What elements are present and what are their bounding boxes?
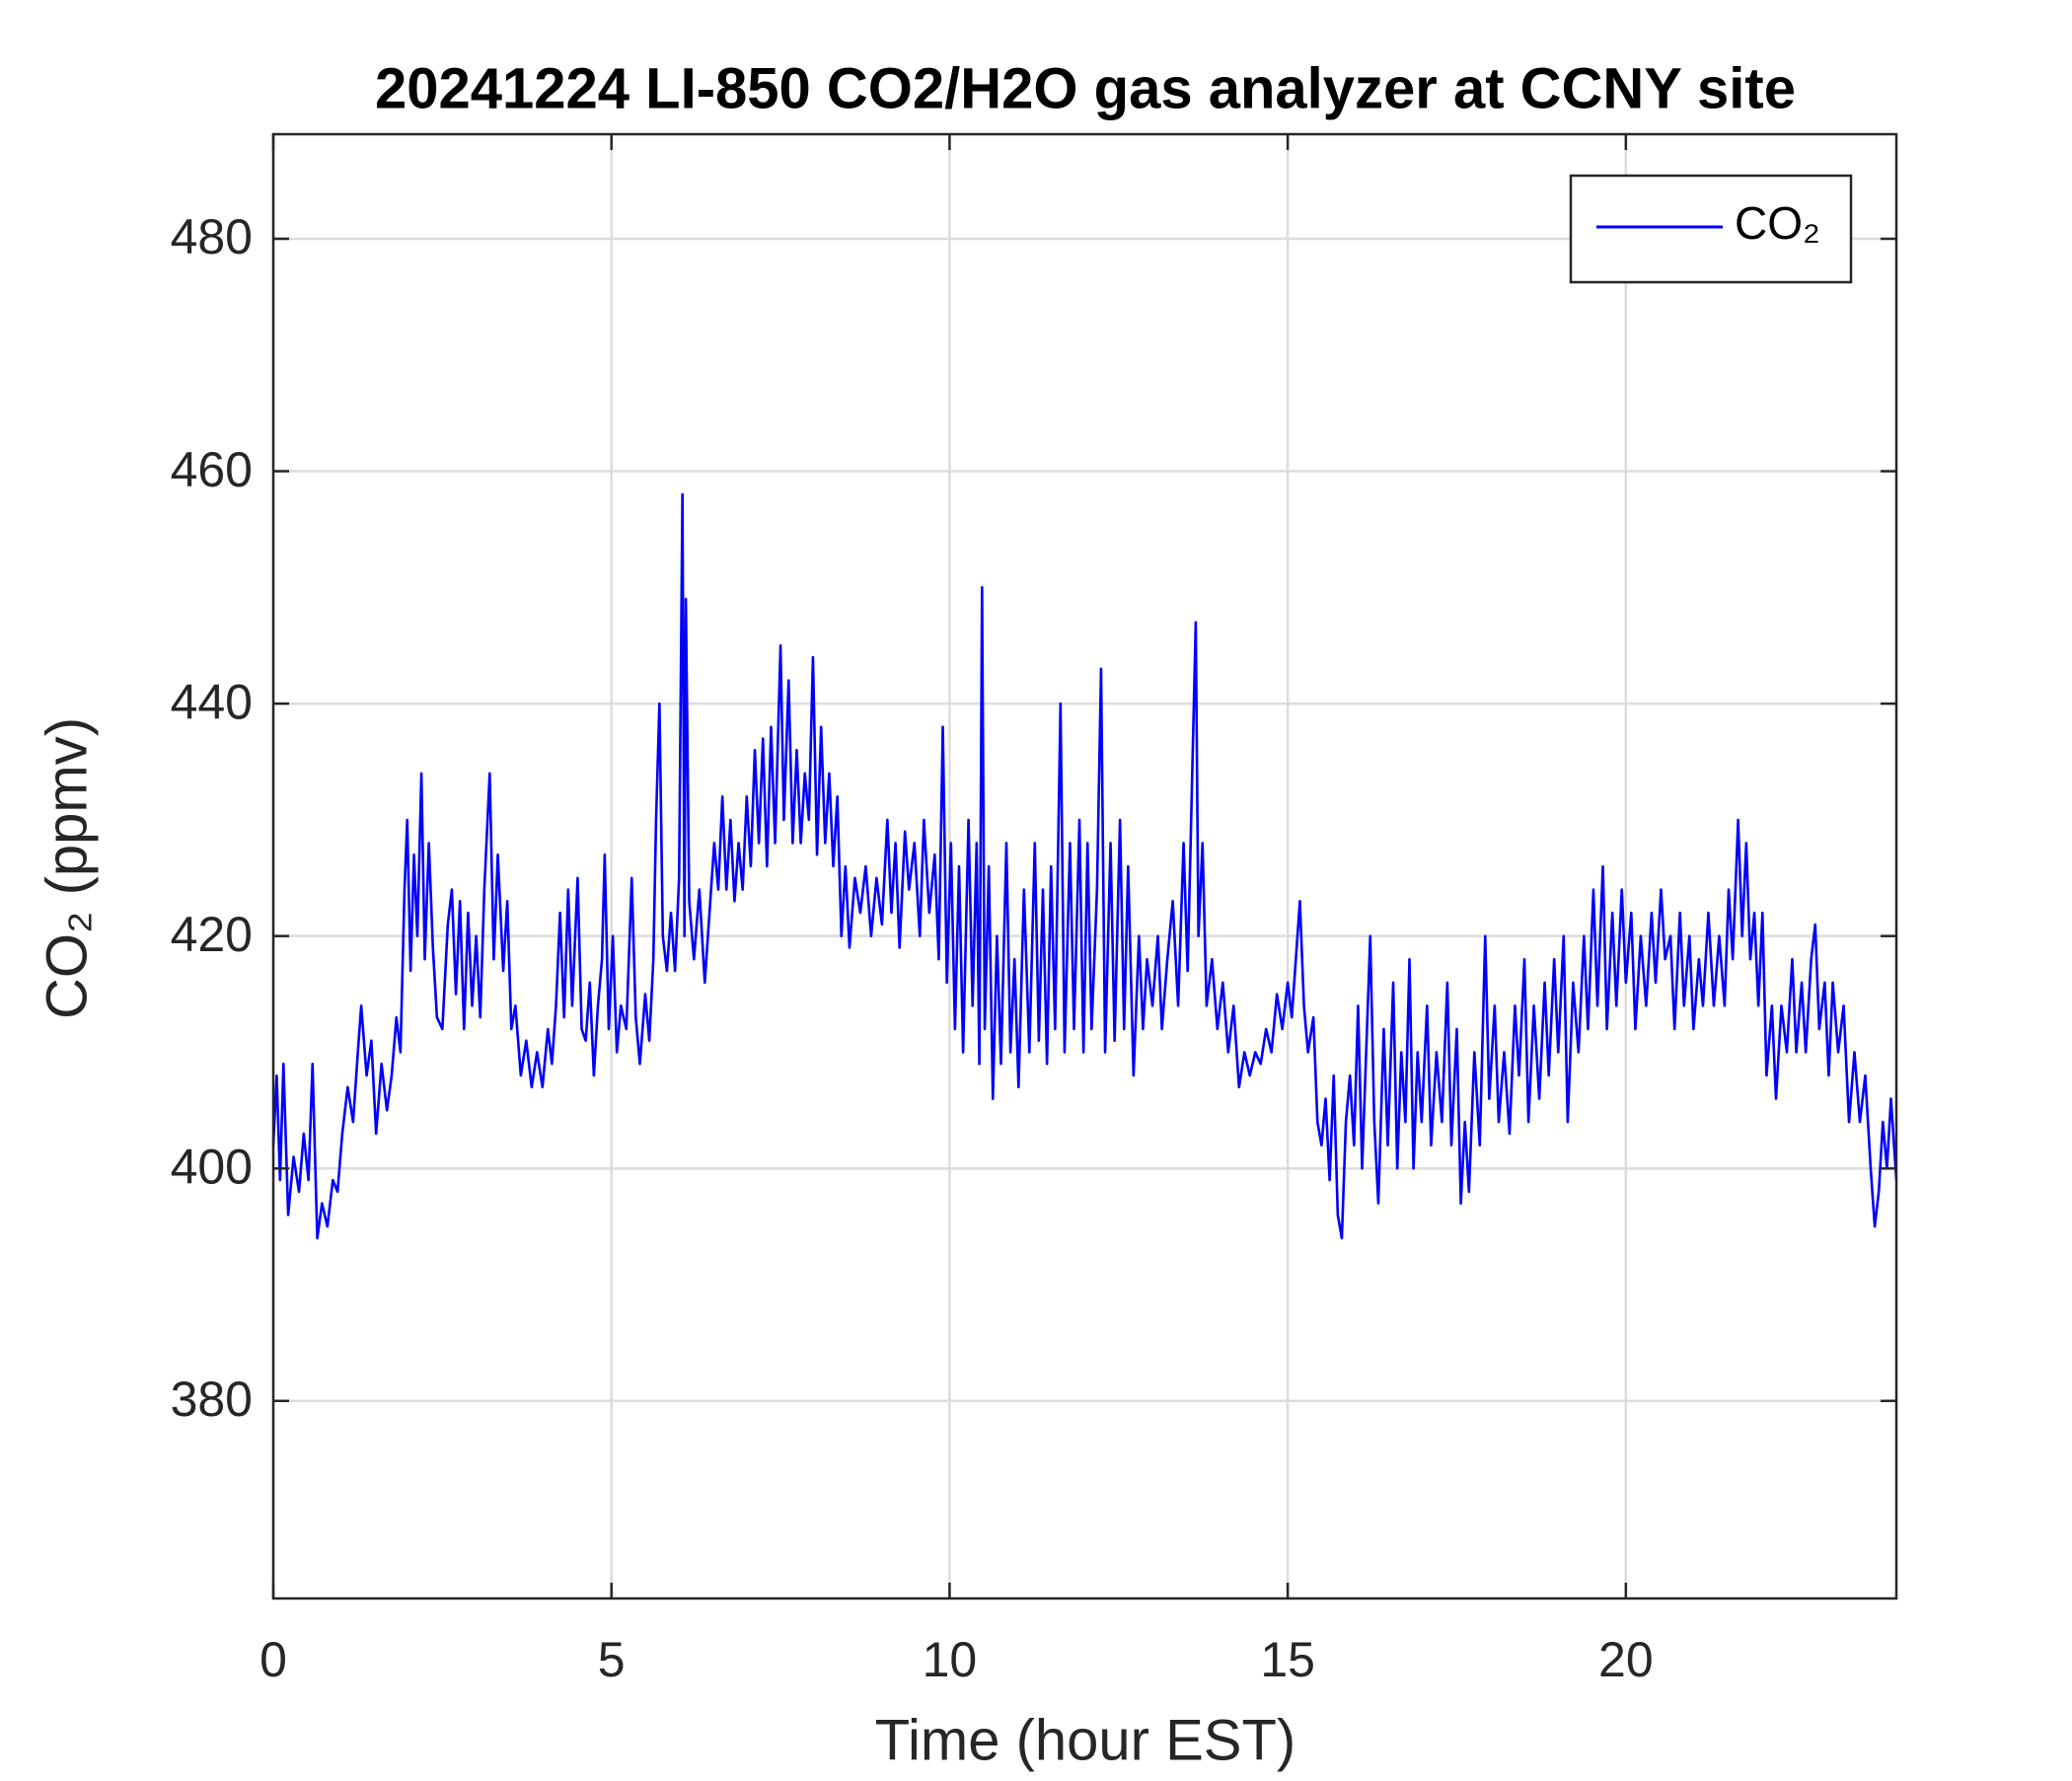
legend: CO₂ (1569, 174, 1853, 284)
x-tick-label: 10 (923, 1632, 978, 1687)
legend-label: CO₂ (1735, 197, 1820, 249)
y-tick-label: 420 (171, 907, 253, 962)
y-axis-label: CO₂ (ppmv) (35, 717, 99, 1019)
legend-box (1569, 174, 1853, 284)
y-tick-label: 480 (171, 209, 253, 264)
chart-title: 20241224 LI-850 CO2/H2O gas analyzer at … (375, 56, 1796, 120)
y-tick-label: 400 (171, 1139, 253, 1194)
axes: 0 5 10 15 20 380 400 420 440 460 480 (171, 132, 1898, 1687)
x-tick-label: 0 (259, 1632, 287, 1687)
x-tick-label: 20 (1598, 1632, 1654, 1687)
y-tick-label: 380 (171, 1372, 253, 1427)
plot-area (271, 492, 1898, 1240)
x-tick-label: 15 (1260, 1632, 1315, 1687)
data-line (271, 492, 1898, 1240)
x-tick-label: 5 (598, 1632, 626, 1687)
axes-box (271, 132, 1898, 1600)
x-axis-label: Time (hour EST) (875, 1708, 1295, 1772)
y-tick-label: 460 (171, 442, 253, 497)
y-tick-label: 440 (171, 674, 253, 729)
